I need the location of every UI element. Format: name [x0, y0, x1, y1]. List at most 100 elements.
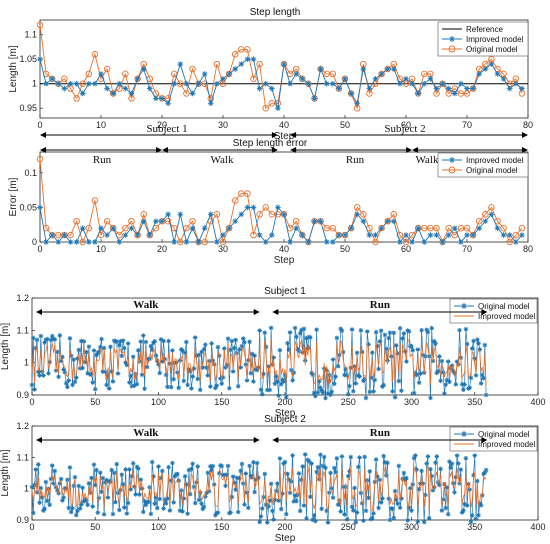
- point-original-long: [227, 510, 232, 516]
- run-arrow-head-right: [481, 309, 488, 315]
- point-original-error: [396, 231, 404, 239]
- point-original-long: [100, 369, 106, 374]
- point-original-long: [151, 474, 156, 479]
- annotation-walk: Walk: [133, 299, 159, 311]
- point-improved: [458, 80, 464, 87]
- point-original-long: [143, 502, 149, 508]
- point-original-long: [325, 520, 331, 525]
- point-original-long: [216, 471, 222, 476]
- legend-entry: Improved model: [466, 35, 524, 44]
- point-original-long: [52, 337, 58, 342]
- point-original-long: [84, 498, 89, 503]
- legend-marker: [449, 36, 455, 42]
- point-original-long: [139, 372, 145, 378]
- point-original-long: [233, 337, 238, 343]
- point-original-long: [399, 496, 404, 501]
- y-axis-label: Length [m]: [0, 449, 11, 496]
- point-original-long: [82, 359, 88, 365]
- point-original-long: [262, 471, 268, 477]
- point-original-long: [282, 459, 288, 465]
- point-original-long: [60, 498, 65, 503]
- point-original-long: [475, 337, 480, 342]
- point-original-long: [359, 500, 365, 506]
- x-tick-label: 100: [151, 522, 166, 532]
- point-original-long: [340, 349, 346, 355]
- point-original-error: [372, 238, 379, 246]
- point-original-long: [259, 506, 265, 511]
- point-original-long: [409, 343, 414, 349]
- point-original-long: [482, 470, 488, 475]
- point-original-long: [74, 375, 79, 380]
- point-improved: [79, 90, 86, 97]
- point-original-long: [109, 369, 114, 374]
- point-original-long: [204, 365, 209, 370]
- point-original-long: [138, 339, 144, 344]
- point-original-long: [76, 483, 82, 489]
- point-original: [268, 100, 276, 107]
- point-original-long: [162, 356, 168, 362]
- point-improved-error: [354, 211, 360, 218]
- point-original-long: [108, 344, 113, 350]
- point-original-long: [238, 468, 243, 474]
- walk2-arrow-head-left: [412, 147, 419, 153]
- point-improved: [397, 80, 403, 87]
- point-original-long: [419, 327, 424, 333]
- point-original-long: [270, 508, 275, 514]
- point-improved: [134, 76, 141, 82]
- point-original-long: [376, 505, 381, 511]
- point-original-long: [267, 387, 273, 393]
- point-improved: [317, 66, 324, 72]
- point-original-long: [79, 338, 84, 344]
- x-tick-label: 400: [530, 522, 545, 532]
- point-original-long: [375, 474, 380, 479]
- point-original-long: [36, 462, 41, 467]
- point-improved-error: [37, 204, 43, 211]
- point-original-long: [91, 462, 97, 467]
- point-original-long: [68, 353, 74, 359]
- walk-arrow-head-right: [253, 309, 260, 315]
- point-original-long: [149, 347, 155, 353]
- point-original-long: [123, 360, 128, 365]
- point-original-long: [275, 481, 280, 486]
- point-original-long: [103, 480, 108, 485]
- point-original-long: [452, 490, 457, 495]
- point-original-long: [429, 325, 434, 331]
- point-original-long: [68, 509, 74, 515]
- legend-marker: [461, 303, 467, 309]
- point-original-long: [224, 472, 230, 478]
- point-original-long: [291, 499, 297, 504]
- point-original-long: [190, 461, 195, 467]
- point-original-long: [56, 374, 61, 380]
- point-original-long: [175, 471, 180, 477]
- point-improved-error: [421, 239, 428, 245]
- point-original-long: [257, 328, 262, 333]
- point-original-error: [421, 224, 428, 232]
- point-original-long: [300, 464, 305, 469]
- point-improved: [439, 80, 446, 87]
- point-improved-error: [384, 218, 391, 224]
- point-original-long: [425, 329, 431, 335]
- point-original-long: [461, 387, 466, 393]
- point-original-long: [445, 511, 451, 517]
- point-original-long: [95, 510, 101, 515]
- point-original-long: [44, 498, 50, 504]
- point-original-long: [363, 508, 369, 514]
- y-tick-label: 1.2: [16, 421, 29, 431]
- legend-marker: [449, 157, 455, 163]
- point-original-long: [339, 454, 345, 459]
- point-original-long: [228, 510, 233, 515]
- point-improved: [232, 66, 238, 72]
- point-improved-error: [500, 232, 507, 238]
- point-original-long: [434, 454, 440, 459]
- point-original-long: [473, 373, 479, 378]
- point-original-long: [383, 346, 389, 352]
- point-original-long: [356, 464, 361, 470]
- point-improved: [116, 80, 123, 87]
- point-original-long: [160, 359, 165, 364]
- point-original-long: [197, 387, 203, 393]
- point-original-long: [158, 337, 164, 342]
- point-original-long: [444, 377, 450, 383]
- x-tick-label: 70: [462, 244, 472, 254]
- point-original-long: [137, 492, 142, 497]
